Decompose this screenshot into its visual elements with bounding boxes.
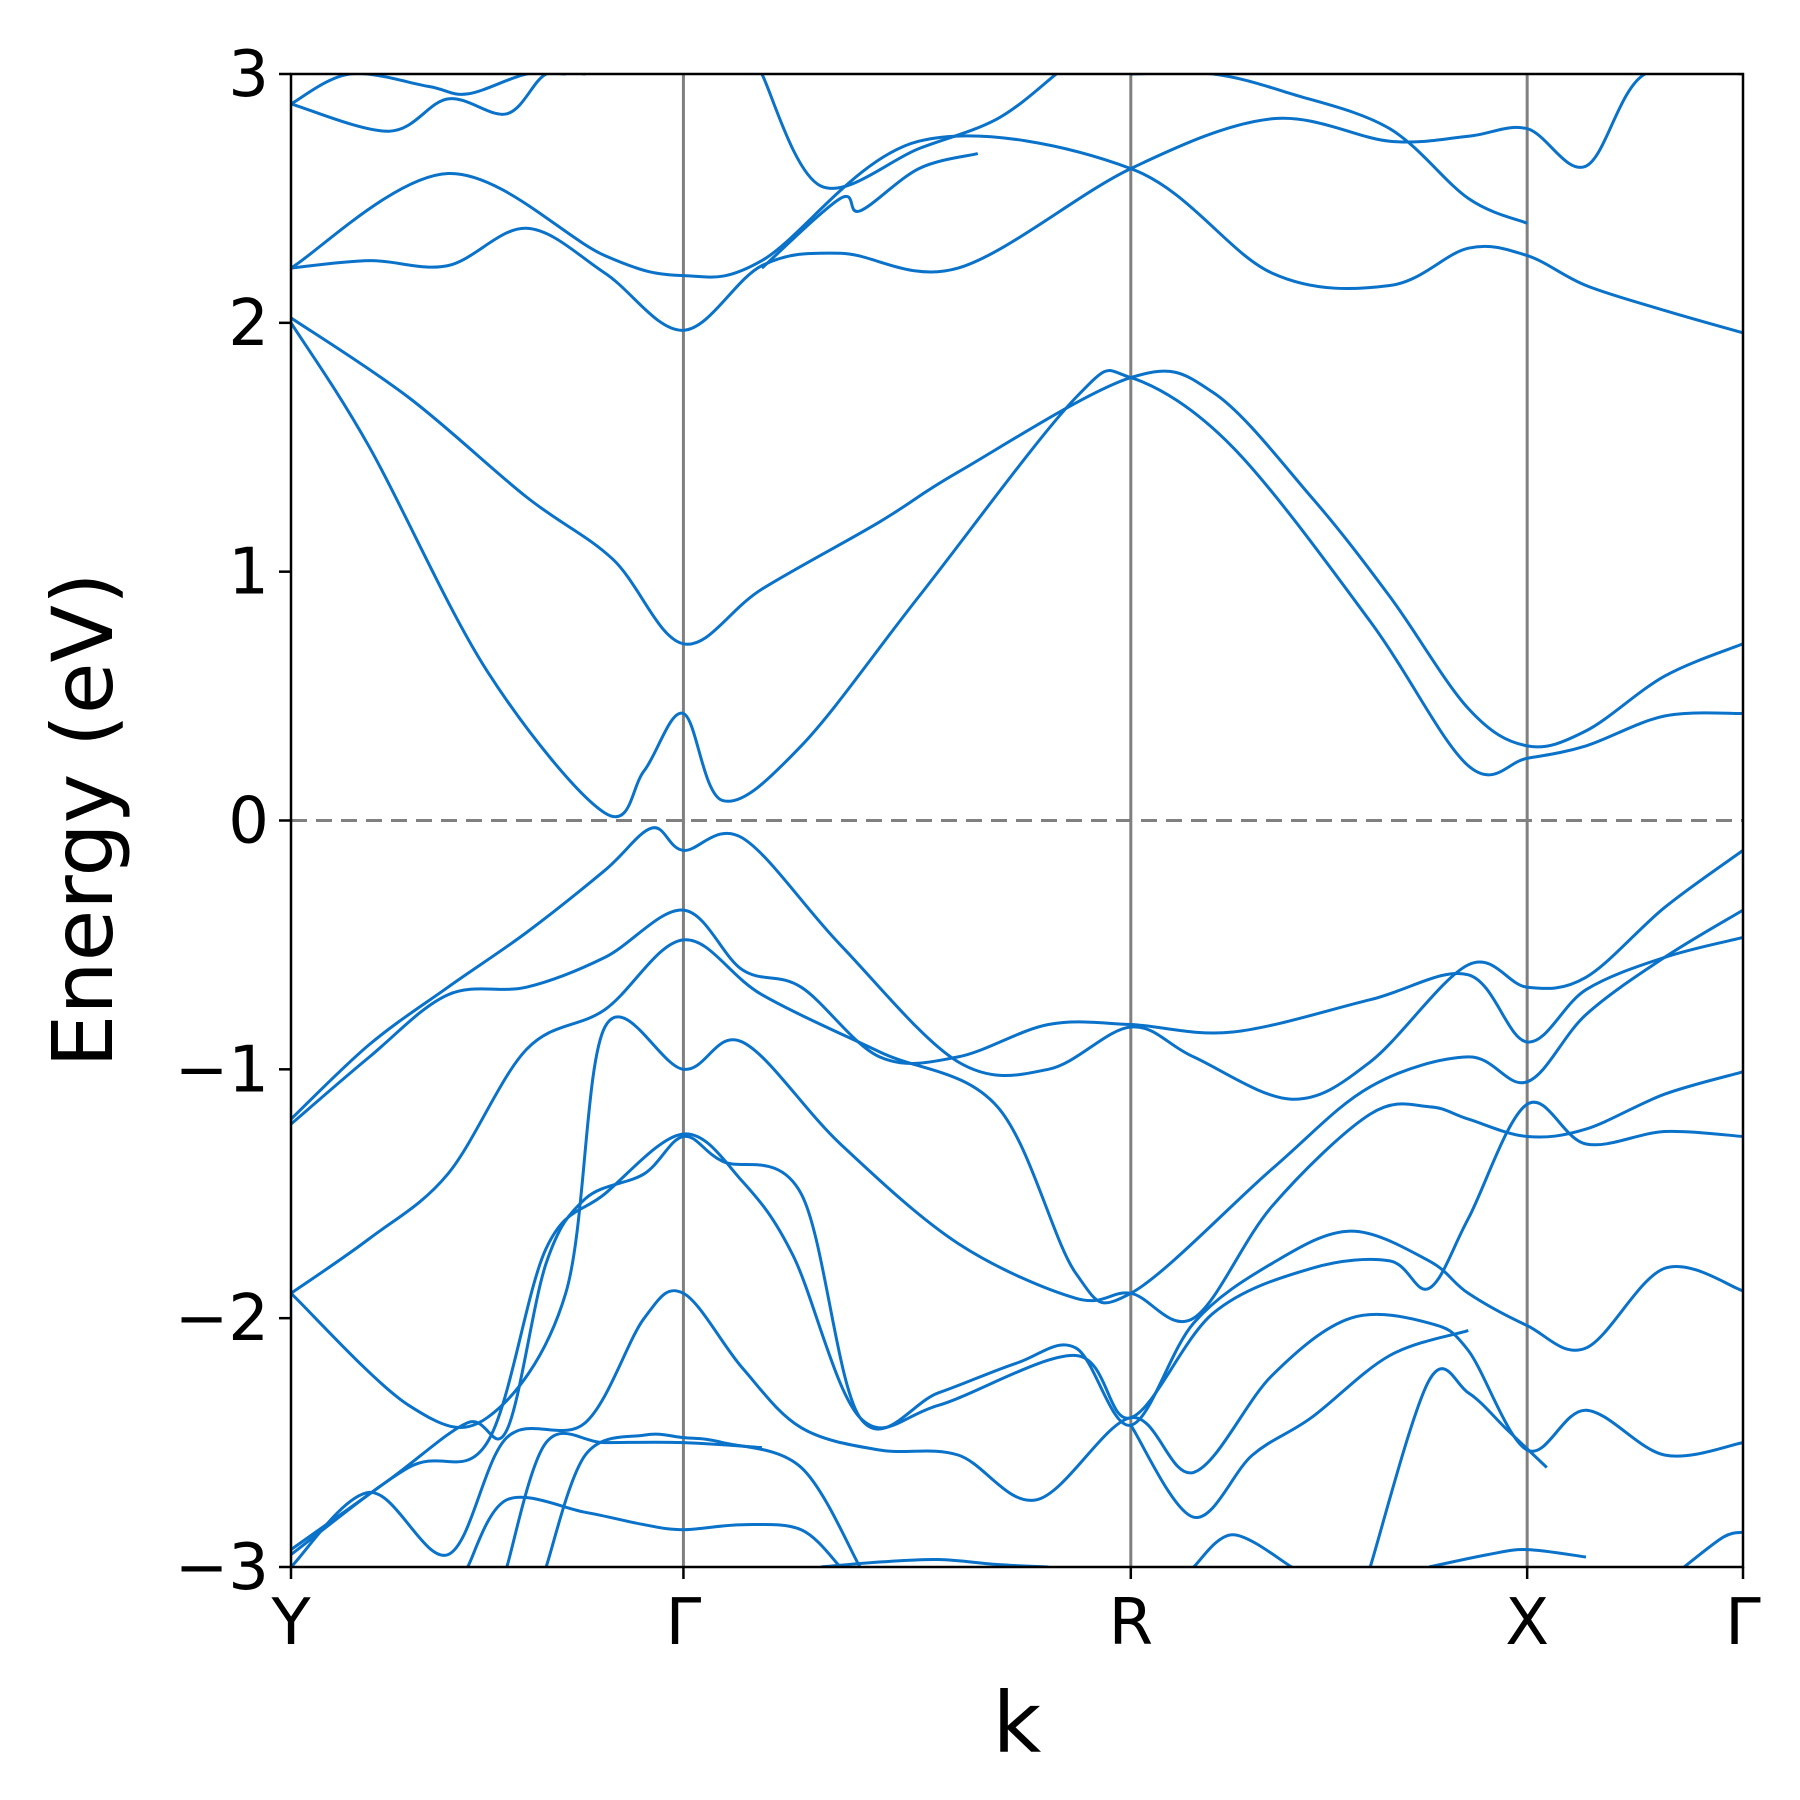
y-axis-ticks: 3 2 1 0 −1 −2 −3 <box>175 38 291 1605</box>
band-line-7 <box>291 908 1743 1305</box>
band-line-11 <box>291 1289 1743 1567</box>
band-line-18 <box>1192 1533 1293 1567</box>
band-line-10 <box>291 1134 1743 1551</box>
band-line-2 <box>291 322 1743 819</box>
y-tick-label: 3 <box>228 38 269 112</box>
x-tick-label: Γ <box>1725 1586 1761 1660</box>
band-line-16 <box>1368 1367 1548 1567</box>
band-line-4 <box>291 74 1743 332</box>
band-line-6 <box>291 826 1743 1121</box>
x-tick-label: Γ <box>666 1586 702 1660</box>
y-tick-label: 0 <box>228 785 269 859</box>
y-tick-label: 1 <box>228 536 269 610</box>
band-line-1 <box>291 316 1743 749</box>
band-line-22 <box>291 74 566 106</box>
band-line-5 <box>291 908 1743 1126</box>
band-line-20 <box>1683 1530 1743 1567</box>
band-line-23 <box>760 74 1058 190</box>
y-tick-label: 2 <box>228 287 269 361</box>
x-axis-title: k <box>993 1674 1042 1772</box>
band-line-25 <box>1130 74 1528 225</box>
y-tick-label: −1 <box>175 1033 269 1107</box>
band-line-19 <box>1428 1548 1587 1567</box>
x-tick-label: X <box>1505 1586 1549 1660</box>
band-line-3 <box>291 134 1743 335</box>
y-tick-label: −2 <box>175 1282 269 1356</box>
y-tick-label: −3 <box>175 1531 269 1605</box>
band-line-8 <box>291 1015 1743 1429</box>
band-line-13 <box>466 1495 842 1567</box>
band-lines <box>291 74 1743 1567</box>
band-line-12 <box>544 1432 862 1567</box>
band-line-15 <box>1129 1329 1469 1519</box>
x-tick-label: Y <box>270 1586 311 1660</box>
band-line-14 <box>505 1431 763 1567</box>
y-axis-title: Energy (eV) <box>34 572 132 1067</box>
x-tick-label: R <box>1109 1586 1153 1660</box>
band-line-21 <box>291 74 586 133</box>
band-line-17 <box>820 1557 1049 1567</box>
band-line-9 <box>291 1100 1743 1556</box>
band-line-24 <box>760 152 979 270</box>
